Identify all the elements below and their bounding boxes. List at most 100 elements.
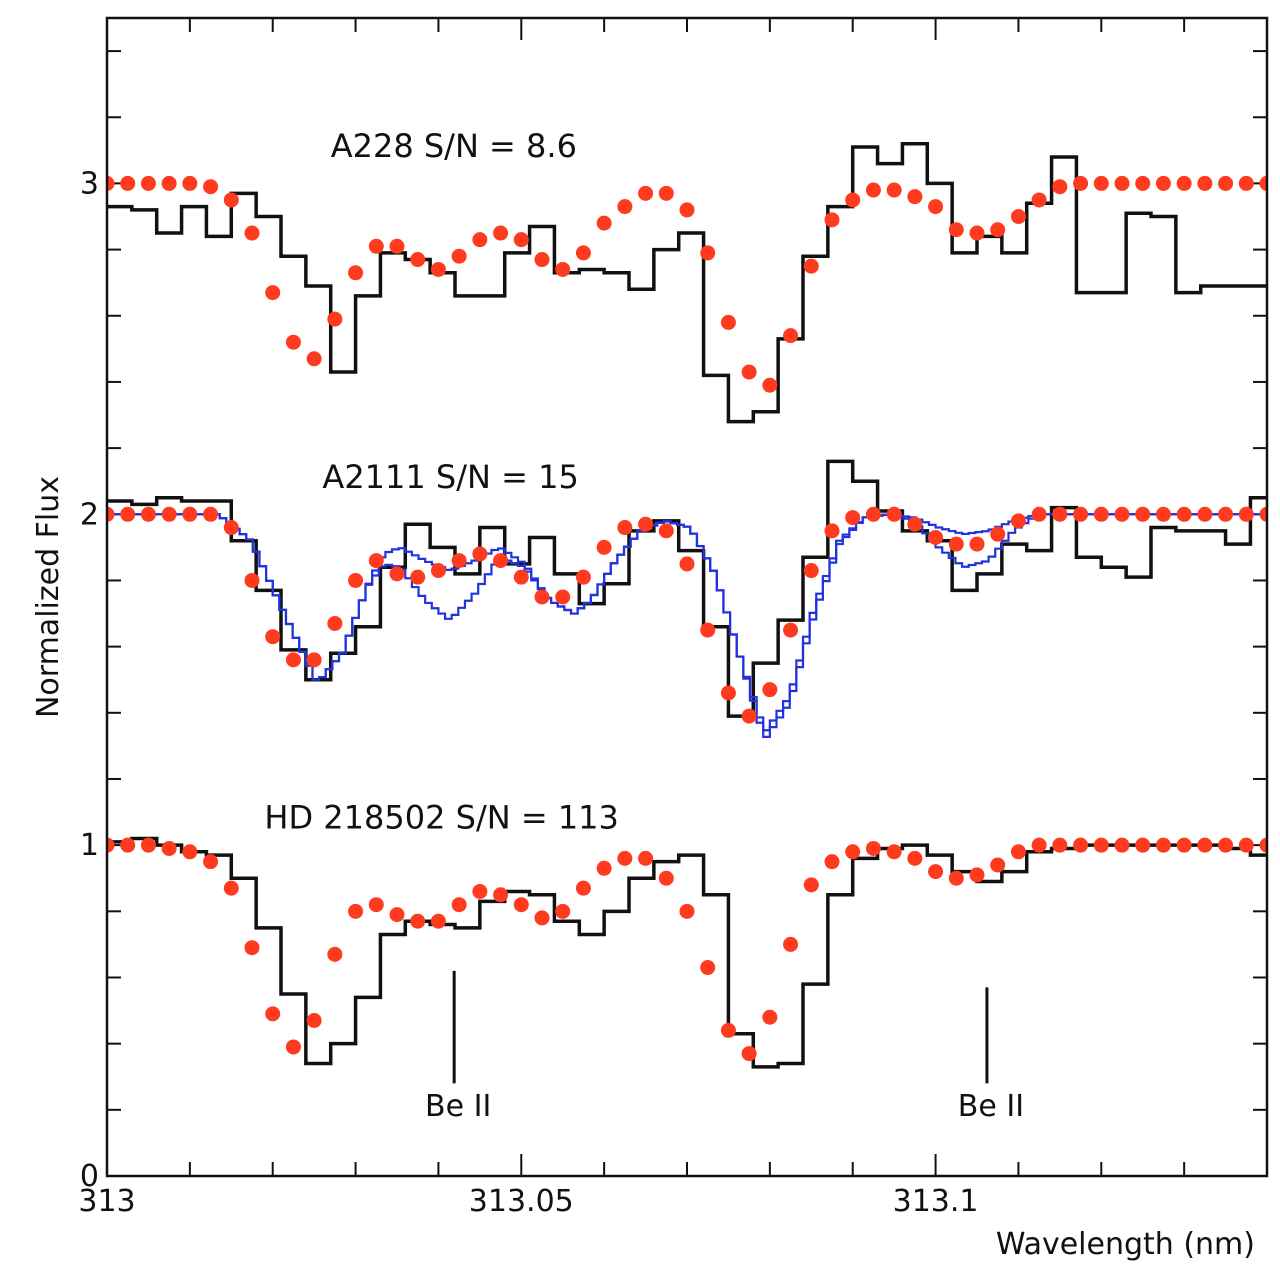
model-dot: [824, 212, 840, 228]
model-dot: [203, 854, 219, 870]
model-dot: [244, 572, 260, 588]
model-dot: [451, 553, 467, 569]
model-dot: [555, 589, 571, 605]
model-dot: [845, 510, 861, 526]
y-tick-label: 1: [80, 828, 99, 863]
model-dot: [1155, 506, 1171, 522]
axis-ticks: 313 313.05 313.1 0 1 2 3: [78, 18, 1268, 1219]
model-dot: [327, 946, 343, 962]
model-dot: [803, 258, 819, 274]
model-dot: [1238, 837, 1254, 853]
panel-2: [107, 459, 1267, 738]
model-dot: [1238, 175, 1254, 191]
model-dot: [534, 589, 550, 605]
model-dot: [348, 572, 364, 588]
model-dot: [534, 910, 550, 926]
model-dot: [410, 913, 426, 929]
model-dot: [285, 334, 301, 350]
model-blue-line-2: [107, 513, 1267, 738]
model-dot: [327, 615, 343, 631]
model-dot: [720, 314, 736, 330]
model-dot: [348, 265, 364, 281]
model-dot: [140, 837, 156, 853]
model-dot: [327, 311, 343, 327]
model-dot: [886, 844, 902, 860]
model-dot: [1073, 506, 1089, 522]
model-dot: [1135, 175, 1151, 191]
model-dot: [617, 199, 633, 215]
y-tick-label: 0: [80, 1159, 99, 1194]
model-dot: [575, 880, 591, 896]
x-tick-label: 313.05: [469, 1184, 574, 1219]
model-dot: [1093, 175, 1109, 191]
model-dot: [741, 364, 757, 380]
model-dot: [907, 850, 923, 866]
model-dot: [1135, 837, 1151, 853]
model-dot: [990, 222, 1006, 238]
model-dot: [120, 506, 136, 522]
x-tick-label: 313: [78, 1184, 135, 1219]
model-dot: [1010, 844, 1026, 860]
model-dot: [741, 1046, 757, 1062]
model-dot: [845, 192, 861, 208]
model-dot: [1010, 209, 1026, 225]
model-dot: [1093, 837, 1109, 853]
panel-label-3: HD 218502 S/N = 113: [264, 799, 618, 837]
model-dot: [107, 506, 115, 522]
model-dot: [203, 506, 219, 522]
model-dot: [762, 682, 778, 698]
model-dot: [1031, 837, 1047, 853]
observed-spectrum-2: [107, 459, 1267, 718]
model-dot: [1218, 506, 1234, 522]
model-dot: [1093, 506, 1109, 522]
model-dot: [741, 708, 757, 724]
model-dot: [596, 215, 612, 231]
model-dot: [1155, 837, 1171, 853]
model-dot: [555, 261, 571, 277]
model-dot: [389, 907, 405, 923]
model-dot: [430, 261, 446, 277]
model-dot: [1218, 175, 1234, 191]
model-dot: [244, 940, 260, 956]
model-dot: [865, 506, 881, 522]
panel-label-2: A2111 S/N = 15: [322, 458, 578, 496]
model-dot: [285, 652, 301, 668]
be-ii-label: Be II: [958, 1089, 1024, 1124]
model-dot: [1197, 837, 1213, 853]
model-dot: [575, 569, 591, 585]
model-dot: [306, 1012, 322, 1028]
model-dot: [907, 189, 923, 205]
model-dot: [948, 222, 964, 238]
model-dot: [182, 844, 198, 860]
model-dot: [223, 192, 239, 208]
model-dot: [265, 285, 281, 301]
x-axis-label: Wavelength (nm): [996, 1227, 1255, 1262]
model-dot: [534, 252, 550, 268]
model-dot: [120, 837, 136, 853]
model-dot: [1114, 175, 1130, 191]
model-dot: [638, 516, 654, 532]
model-dot: [1176, 837, 1192, 853]
model-dot: [1052, 506, 1068, 522]
model-dot: [720, 1022, 736, 1038]
model-dot: [762, 377, 778, 393]
model-dot: [679, 556, 695, 572]
model-dot: [783, 328, 799, 344]
model-dot: [969, 867, 985, 883]
model-dot: [285, 1039, 301, 1055]
model-dot: [990, 526, 1006, 542]
model-dot: [617, 520, 633, 536]
model-dot: [1135, 506, 1151, 522]
model-dot: [513, 897, 529, 913]
y-axis-label: Normalized Flux: [31, 476, 66, 718]
model-dot: [969, 536, 985, 552]
model-dot: [107, 837, 115, 853]
model-dot: [679, 202, 695, 218]
model-dot: [161, 506, 177, 522]
model-dot: [348, 903, 364, 919]
model-dot: [306, 652, 322, 668]
panel-1: [107, 141, 1267, 424]
model-dot: [638, 850, 654, 866]
model-dot: [969, 225, 985, 241]
